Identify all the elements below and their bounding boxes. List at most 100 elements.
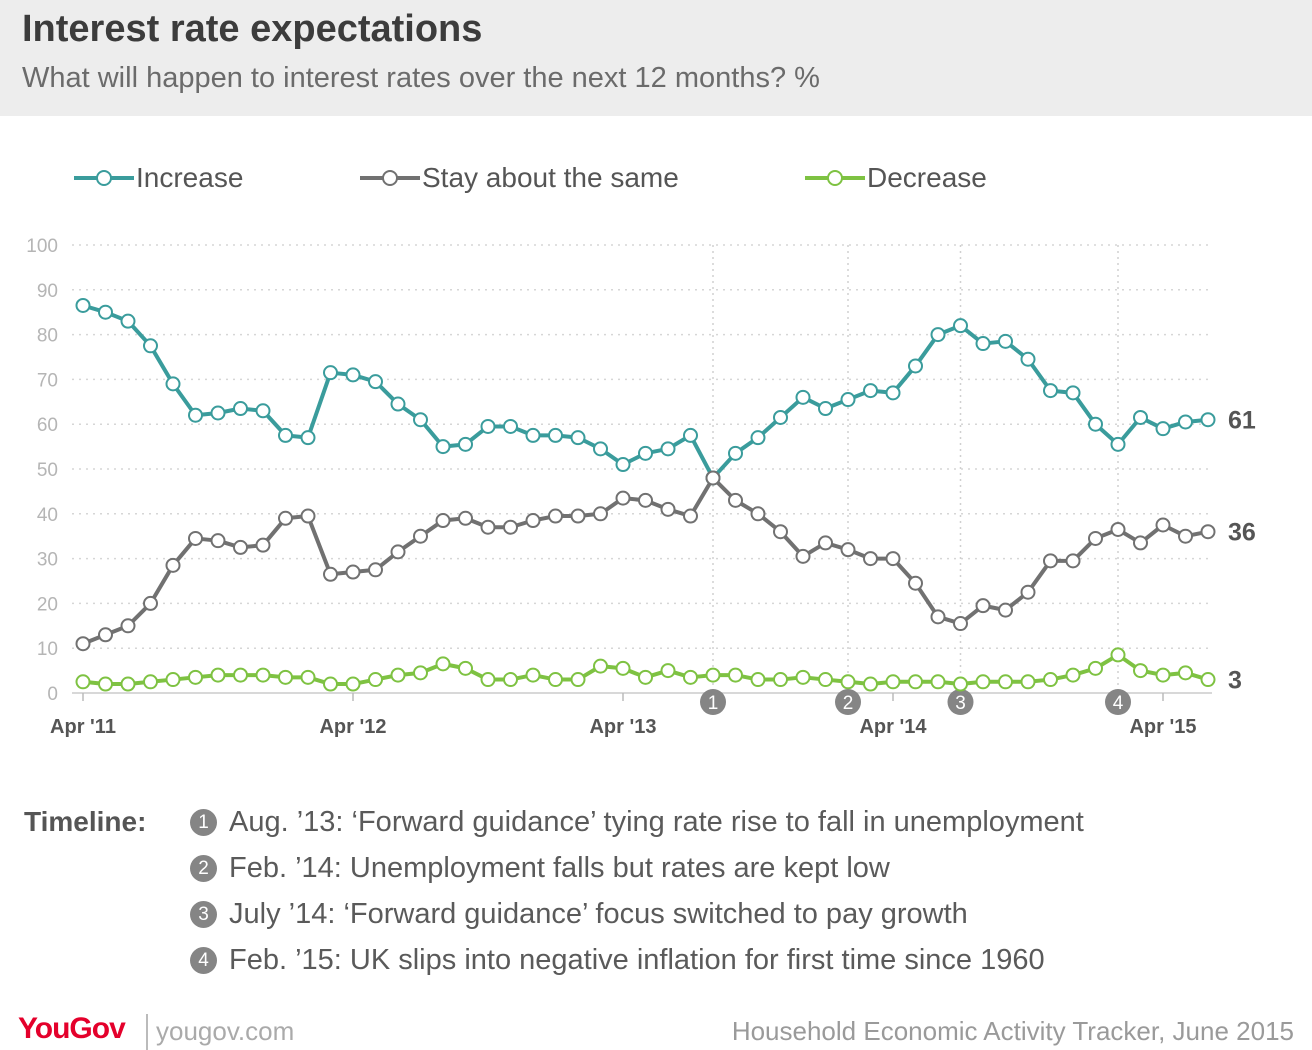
data-point [233,401,248,417]
data-point [570,430,586,446]
data-point [840,542,856,558]
data-point [773,524,788,540]
annotation-marker [947,689,974,715]
data-point [975,674,991,690]
data-point [143,674,158,690]
data-point [143,338,158,354]
data-point [233,667,248,683]
timeline-number-badge: 1 [190,809,217,836]
data-point [278,510,293,526]
data-point [795,548,811,564]
x-tick-label: Apr '12 [319,716,386,738]
data-point [98,627,113,643]
data-point [998,333,1013,349]
data-point [323,676,338,692]
y-tick-label: 60 [37,415,58,436]
annotation-marker [700,689,726,715]
data-point [165,376,181,392]
series-end-label: 3 [1228,667,1242,695]
data-point [300,430,316,446]
x-tick-label: Apr '14 [859,716,927,738]
data-point [975,336,991,352]
data-point [1043,553,1058,569]
data-point [818,535,833,551]
data-point [1110,521,1126,537]
timeline-text: Feb. ’14: Unemployment falls but rates a… [229,852,890,884]
annotation-number: 2 [843,693,854,714]
data-point [120,618,136,634]
data-point [120,676,136,692]
timeline-item: 2 Feb. ’14: Unemployment falls but rates… [190,852,890,885]
data-point [233,539,248,555]
annotation-number: 3 [955,693,966,714]
data-point [750,506,766,522]
data-point [75,674,91,690]
x-tick-label: Apr '15 [1129,716,1196,738]
data-point [480,672,496,688]
data-point [548,427,563,443]
data-point [683,427,698,443]
data-point [413,528,428,544]
data-point [368,374,383,390]
data-point [458,436,473,452]
data-point [368,672,383,688]
data-point [345,367,361,383]
timeline-number-badge: 2 [190,855,217,882]
data-point [503,519,518,535]
data-point [975,598,991,614]
data-point [1065,553,1081,569]
data-point [660,663,676,679]
series-end-label: 36 [1228,519,1256,547]
data-point [593,441,608,457]
data-point [953,616,968,632]
data-point [1043,383,1058,399]
y-tick-label: 40 [37,505,58,526]
chart-title: Interest rate expectations [22,8,483,50]
data-point [1133,663,1148,679]
data-point [525,667,541,683]
data-point [120,313,136,329]
data-point [750,672,766,688]
data-point [818,672,833,688]
data-point [998,602,1013,618]
legend-swatch-same [360,170,420,186]
annotation-marker [835,689,861,715]
data-point [1088,416,1103,432]
data-point [885,385,901,401]
data-point [660,501,676,517]
data-point [75,636,91,652]
data-point [908,358,923,374]
data-point [1178,528,1193,544]
yougov-logo: YouGov [18,1012,126,1045]
legend-item-same: Stay about the same [360,160,679,196]
data-point [728,667,743,683]
footer-site-link[interactable]: yougov.com [156,1016,295,1046]
data-point [1200,412,1216,428]
data-point [638,445,653,461]
data-point [278,669,293,685]
data-point [390,396,406,412]
data-point [98,304,113,320]
timeline-text: Aug. ’13: ‘Forward guidance’ tying rate … [229,806,1084,838]
line-chart: 0 10 20 30 40 50 60 70 80 90 100 Apr '11 Apr '12 Apr … [26,236,1256,738]
y-tick-label: 90 [37,281,58,302]
timeline-text: July ’14: ‘Forward guidance’ focus switc… [229,898,968,930]
data-point [480,418,496,434]
data-point [1020,584,1036,600]
data-point [930,609,946,625]
data-point [413,665,428,681]
data-point [795,389,811,405]
legend-item-decrease: Decrease [805,160,987,196]
data-point [683,669,698,685]
data-point [413,412,428,428]
data-point [795,669,811,685]
data-point [210,667,226,683]
data-point [1200,524,1216,540]
chart-subtitle: What will happen to interest rates over … [22,62,820,94]
data-point [1020,351,1036,367]
data-point [1178,665,1193,681]
data-point [1200,672,1216,688]
x-tick-label: Apr '13 [589,716,656,738]
timeline-text: Feb. ’15: UK slips into negative inflati… [229,944,1045,976]
data-point [503,672,518,688]
